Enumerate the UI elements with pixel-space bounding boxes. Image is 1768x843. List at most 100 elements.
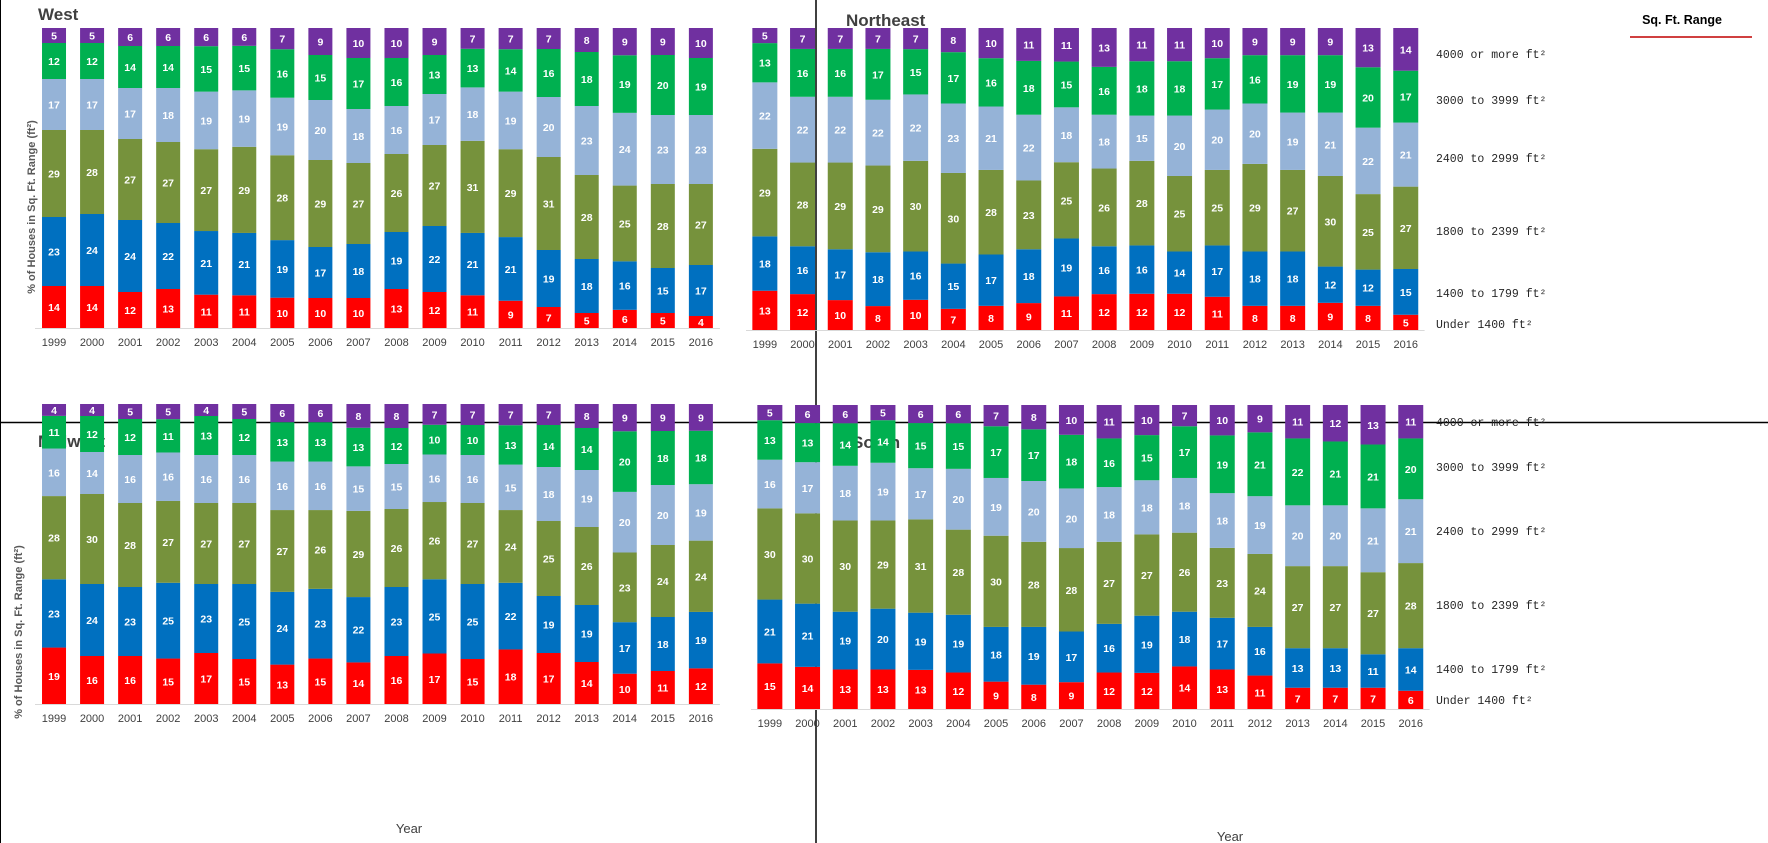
west-data-label-4000-plus-2013: 8: [584, 35, 590, 47]
northeast-bar-1400-1799-2010: [1167, 251, 1193, 294]
south-bar-1800-2399-1999: [757, 508, 783, 600]
west-data-label-2400-2999-2000: 17: [86, 100, 98, 112]
west-x-tick-2014: 2014: [613, 337, 637, 349]
midwest-bar-1800-2399-2005: [270, 510, 295, 592]
south-data-label-1400-1799-2011: 17: [1216, 639, 1228, 651]
northeast-data-label-3000-3999-2009: 18: [1136, 83, 1148, 95]
midwest-bar-2400-2999-2002: [156, 452, 181, 501]
west-data-label-4000-plus-2003: 6: [203, 32, 209, 44]
midwest-data-label-1400-1799-2012: 19: [543, 620, 555, 632]
west-data-label-1400-1799-2016: 17: [695, 286, 707, 298]
south-data-label-3000-3999-2016: 20: [1405, 464, 1417, 476]
south-bar-4000-plus-2011: [1209, 405, 1235, 436]
west-data-label-1400-1799-2009: 22: [429, 254, 441, 266]
northeast-bar-1800-2399-1999: [752, 148, 778, 237]
west-bar-3000-3999-2013: [574, 52, 599, 106]
west-bar-under-1400-2002: [156, 289, 181, 328]
midwest-bar-1800-2399-2000: [80, 494, 105, 584]
northeast-bar-under-1400-2001: [827, 300, 853, 330]
midwest-data-label-3000-3999-2000: 12: [86, 429, 98, 441]
northeast-bar-2400-2999-2012: [1242, 103, 1268, 164]
west-x-tick-2015: 2015: [651, 337, 675, 349]
south-data-label-4000-plus-1999: 5: [767, 408, 773, 420]
midwest-bar-4000-plus-2000: [80, 404, 105, 416]
midwest-data-label-3000-3999-2003: 13: [200, 431, 212, 443]
midwest-data-label-1400-1799-2004: 25: [238, 617, 250, 629]
west-bar-under-1400-2011: [498, 300, 523, 328]
west-bar-1800-2399-2013: [574, 175, 599, 259]
south-bar-under-1400-2007: [1058, 682, 1084, 709]
northeast-data-label-3000-3999-2013: 19: [1287, 79, 1299, 91]
midwest-data-label-4000-plus-2003: 4: [203, 405, 209, 417]
midwest-bar-1800-2399-2012: [536, 521, 561, 596]
midwest-bar-3000-3999-2016: [688, 430, 713, 485]
south-bar-1400-1799-1999: [757, 599, 783, 664]
west-data-label-2400-2999-2002: 18: [162, 110, 174, 122]
midwest-data-label-1800-2399-2001: 28: [124, 540, 136, 552]
south-data-label-1400-1799-2014: 13: [1330, 663, 1342, 675]
west-bar-3000-3999-2015: [650, 55, 675, 115]
northeast-data-label-4000-plus-2003: 7: [913, 34, 919, 46]
northeast-bar-3000-3999-2015: [1355, 67, 1381, 128]
midwest-data-label-3000-3999-2009: 10: [429, 435, 441, 447]
west-x-tick-2011: 2011: [499, 337, 523, 349]
northeast-bar-under-1400-2006: [1016, 303, 1042, 330]
northeast-bar-2400-2999-2007: [1053, 107, 1079, 163]
northeast-bar-4000-plus-2006: [1016, 28, 1042, 61]
south-data-label-under-1400-1999: 15: [764, 681, 776, 693]
midwest-data-label-under-1400-2016: 12: [695, 681, 707, 693]
northeast-bar-1800-2399-2003: [903, 160, 929, 252]
midwest-bar-1400-1799-2015: [650, 617, 675, 671]
west-data-label-2400-2999-2014: 24: [619, 144, 631, 156]
midwest-data-label-1400-1799-2007: 22: [353, 625, 365, 637]
west-data-label-1400-1799-2000: 24: [86, 245, 98, 257]
midwest-data-label-under-1400-2002: 15: [162, 676, 174, 688]
northeast-data-label-4000-plus-1999: 5: [762, 31, 768, 43]
west-x-tick-2000: 2000: [80, 337, 104, 349]
midwest-bar-3000-3999-2009: [422, 424, 447, 455]
west-bar-1400-1799-2013: [574, 259, 599, 313]
northeast-data-label-1400-1799-2000: 16: [797, 265, 809, 277]
midwest-bar-under-1400-2011: [498, 649, 523, 704]
south-bar-under-1400-2006: [1021, 684, 1047, 709]
legend-entry-top-4000-plus: 4000 or more ft²: [1436, 49, 1546, 62]
south-bar-3000-3999-2005: [983, 426, 1009, 478]
legend-entry-bottom-under-1400: Under 1400 ft²: [1436, 695, 1533, 708]
midwest-data-label-3000-3999-2001: 12: [124, 432, 136, 444]
northeast-bar-4000-plus-2007: [1053, 28, 1079, 62]
midwest-data-label-1400-1799-1999: 23: [48, 608, 60, 620]
midwest-bar-4000-plus-2010: [460, 404, 485, 425]
south-data-label-1400-1799-2001: 19: [839, 636, 851, 648]
south-data-label-1400-1799-2006: 19: [1028, 651, 1040, 663]
northeast-x-tick-2010: 2010: [1167, 339, 1191, 351]
midwest-bar-4000-plus-1999: [42, 404, 67, 416]
midwest-bar-1400-1799-2011: [498, 582, 523, 650]
west-data-label-1800-2399-2008: 26: [391, 188, 403, 200]
midwest-x-tick-2002: 2002: [156, 713, 180, 725]
legend-entry-top-2400-2999: 2400 to 2999 ft²: [1436, 153, 1546, 166]
west-bar-3000-3999-2011: [498, 49, 523, 92]
south-bar-1800-2399-2003: [908, 519, 934, 613]
midwest-data-label-2400-2999-2009: 16: [429, 473, 441, 485]
midwest-bar-1800-2399-2015: [650, 545, 675, 617]
midwest-bar-2400-2999-2005: [270, 461, 295, 511]
midwest-bar-under-1400-2002: [156, 658, 181, 704]
midwest-bar-3000-3999-2000: [80, 416, 105, 452]
south-bar-1400-1799-2016: [1398, 648, 1424, 691]
south-x-tick-2015: 2015: [1361, 718, 1385, 730]
northeast-data-label-1400-1799-2013: 18: [1287, 274, 1299, 286]
northeast-data-label-4000-plus-2009: 11: [1136, 40, 1147, 52]
west-data-label-4000-plus-1999: 5: [51, 31, 57, 43]
midwest-data-label-2400-2999-1999: 16: [48, 467, 60, 479]
south-bar-4000-plus-2008: [1096, 405, 1122, 439]
midwest-data-label-under-1400-2011: 18: [505, 672, 517, 684]
west-data-label-4000-plus-2011: 7: [508, 34, 514, 46]
northeast-data-label-3000-3999-2014: 19: [1325, 79, 1337, 91]
west-data-label-1800-2399-2003: 27: [200, 185, 212, 197]
south-bar-2400-2999-2011: [1209, 493, 1235, 548]
northeast-data-label-4000-plus-2011: 10: [1211, 38, 1223, 50]
midwest-x-tick-2008: 2008: [384, 713, 408, 725]
south-bar-under-1400-2003: [908, 669, 934, 709]
midwest-data-label-4000-plus-1999: 4: [51, 405, 57, 417]
northeast-bar-4000-plus-2008: [1091, 28, 1117, 67]
